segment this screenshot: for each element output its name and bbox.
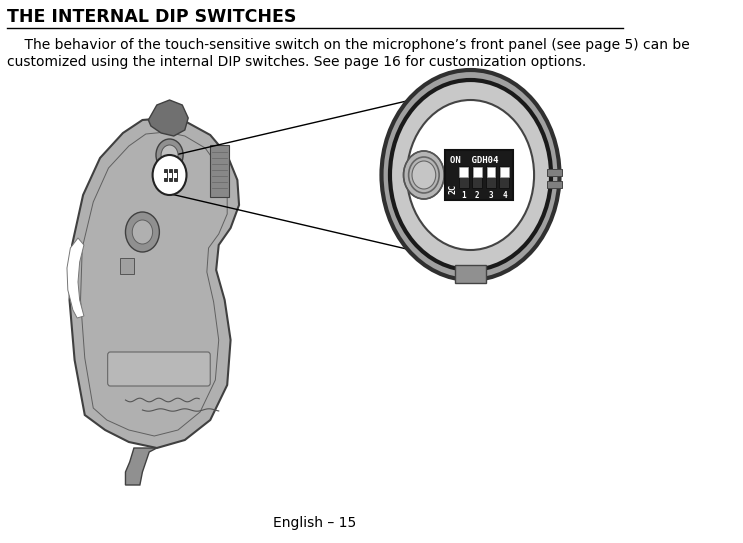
FancyBboxPatch shape: [164, 173, 166, 178]
Circle shape: [407, 100, 534, 250]
FancyBboxPatch shape: [458, 166, 469, 188]
FancyBboxPatch shape: [108, 352, 210, 386]
Circle shape: [161, 145, 178, 165]
Circle shape: [126, 212, 160, 252]
Circle shape: [156, 139, 183, 171]
Text: customized using the internal DIP switches. See page 16 for customization option: customized using the internal DIP switch…: [7, 55, 586, 69]
Circle shape: [132, 220, 152, 244]
Text: 3: 3: [489, 191, 493, 200]
FancyBboxPatch shape: [486, 166, 496, 188]
Text: 4: 4: [502, 191, 507, 200]
Polygon shape: [149, 100, 188, 136]
FancyBboxPatch shape: [210, 145, 229, 197]
Circle shape: [390, 80, 551, 270]
Polygon shape: [70, 118, 239, 448]
FancyBboxPatch shape: [500, 167, 509, 177]
Text: ON  GDH04: ON GDH04: [450, 156, 499, 165]
Text: THE INTERNAL DIP SWITCHES: THE INTERNAL DIP SWITCHES: [7, 8, 296, 26]
FancyBboxPatch shape: [473, 167, 481, 177]
FancyBboxPatch shape: [169, 173, 172, 178]
Polygon shape: [126, 448, 157, 485]
Text: 2: 2: [475, 191, 479, 200]
Circle shape: [403, 151, 444, 199]
FancyBboxPatch shape: [547, 181, 562, 188]
Circle shape: [381, 70, 559, 280]
Text: The behavior of the touch-sensitive switch on the microphone’s front panel (see : The behavior of the touch-sensitive swit…: [7, 38, 690, 52]
FancyBboxPatch shape: [169, 169, 172, 181]
FancyBboxPatch shape: [487, 167, 495, 177]
FancyBboxPatch shape: [174, 169, 177, 181]
Text: 1: 1: [461, 191, 466, 200]
FancyBboxPatch shape: [459, 167, 468, 177]
Text: 2C: 2C: [449, 184, 458, 194]
FancyBboxPatch shape: [174, 173, 177, 178]
FancyBboxPatch shape: [499, 166, 510, 188]
Circle shape: [412, 161, 435, 189]
FancyBboxPatch shape: [120, 258, 134, 274]
FancyBboxPatch shape: [163, 169, 167, 181]
Circle shape: [152, 155, 186, 195]
Polygon shape: [67, 238, 84, 318]
FancyBboxPatch shape: [455, 265, 486, 283]
Text: English – 15: English – 15: [273, 516, 357, 530]
FancyBboxPatch shape: [473, 166, 482, 188]
FancyBboxPatch shape: [547, 169, 562, 176]
FancyBboxPatch shape: [445, 150, 513, 200]
